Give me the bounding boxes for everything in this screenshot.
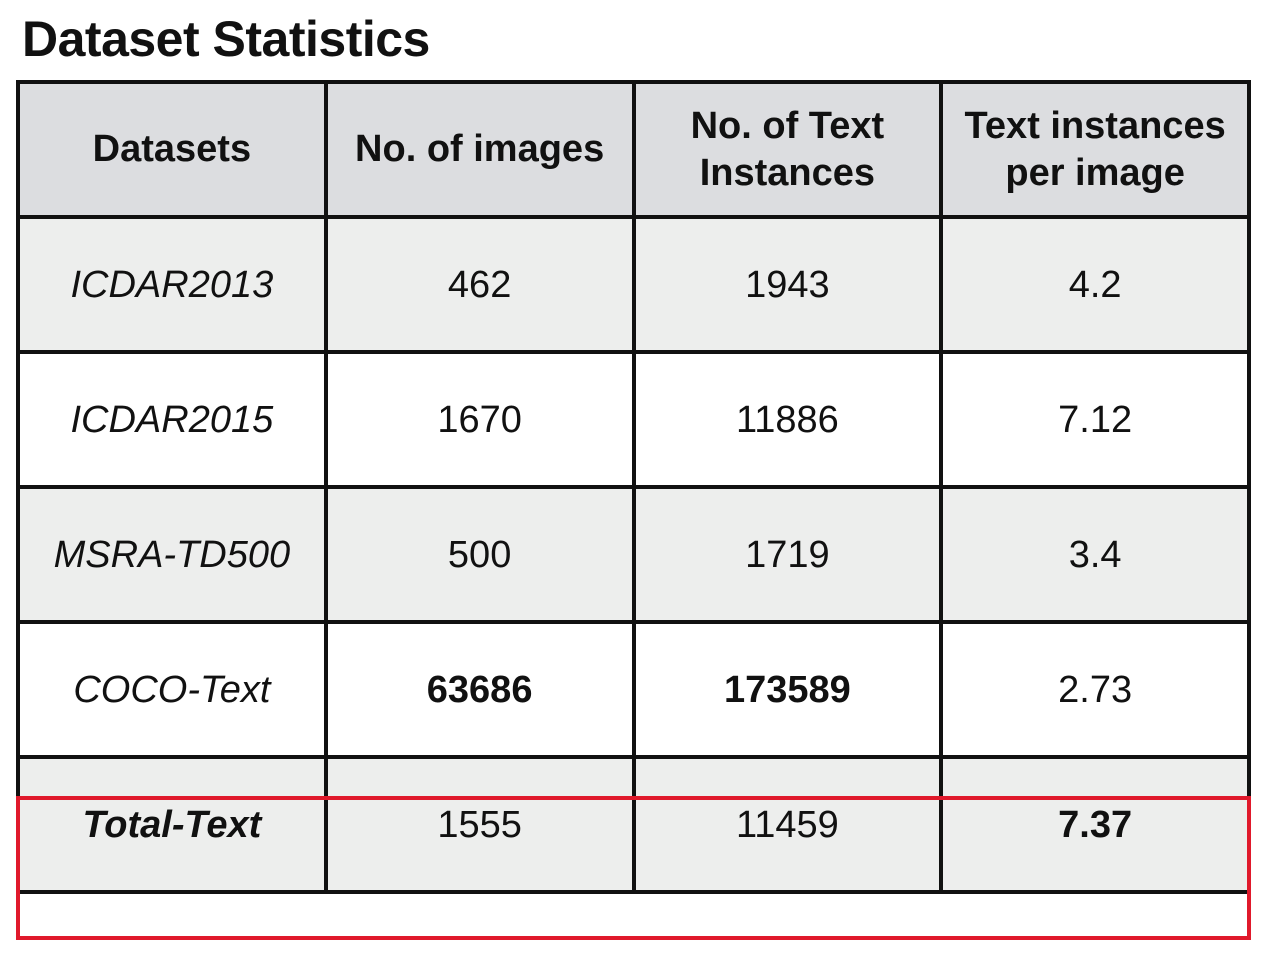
header-datasets-label: Datasets	[92, 128, 252, 170]
cell-per-image: 3.4	[939, 485, 1251, 624]
table-header-row: Datasets No. of images No. of Text Insta…	[16, 80, 1251, 219]
cell-num-images: 63686	[323, 620, 636, 759]
cell-num-images: 500	[323, 485, 636, 624]
header-num-images: No. of images	[323, 80, 636, 219]
header-per-image-line2: per image	[1005, 151, 1185, 194]
table-row-msra-td500: MSRA-TD500 500 1719 3.4	[16, 485, 1251, 624]
cell-num-instances: 1943	[631, 215, 944, 354]
header-num-text-instances-line1: No. of Text	[690, 104, 885, 147]
cell-num-images: 462	[323, 215, 636, 354]
table-row-total-text: Total-Text 1555 11459 7.37	[16, 755, 1251, 894]
header-num-text-instances: No. of Text Instances	[631, 80, 944, 219]
cell-dataset-name: ICDAR2015	[16, 350, 328, 489]
cell-per-image: 7.12	[939, 350, 1251, 489]
cell-per-image: 2.73	[939, 620, 1251, 759]
dataset-statistics-table: Datasets No. of images No. of Text Insta…	[16, 80, 1251, 894]
cell-num-instances: 173589	[631, 620, 944, 759]
table-row-coco-text: COCO-Text 63686 173589 2.73	[16, 620, 1251, 759]
cell-per-image: 7.37	[939, 755, 1251, 894]
header-datasets: Datasets	[16, 80, 328, 219]
cell-dataset-name: ICDAR2013	[16, 215, 328, 354]
table-row-icdar2013: ICDAR2013 462 1943 4.2	[16, 215, 1251, 354]
cell-num-images: 1555	[323, 755, 636, 894]
header-num-images-label: No. of images	[355, 128, 605, 170]
cell-num-instances: 11459	[631, 755, 944, 894]
cell-dataset-name: MSRA-TD500	[16, 485, 328, 624]
page-title: Dataset Statistics	[22, 11, 430, 67]
header-per-image-line1: Text instances	[964, 104, 1226, 147]
header-num-text-instances-line2: Instances	[699, 151, 876, 194]
header-text-instances-per-image: Text instances per image	[939, 80, 1251, 219]
cell-num-instances: 1719	[631, 485, 944, 624]
cell-per-image: 4.2	[939, 215, 1251, 354]
cell-dataset-name: Total-Text	[16, 755, 328, 894]
table-row-icdar2015: ICDAR2015 1670 11886 7.12	[16, 350, 1251, 489]
cell-dataset-name: COCO-Text	[16, 620, 328, 759]
cell-num-instances: 11886	[631, 350, 944, 489]
cell-num-images: 1670	[323, 350, 636, 489]
